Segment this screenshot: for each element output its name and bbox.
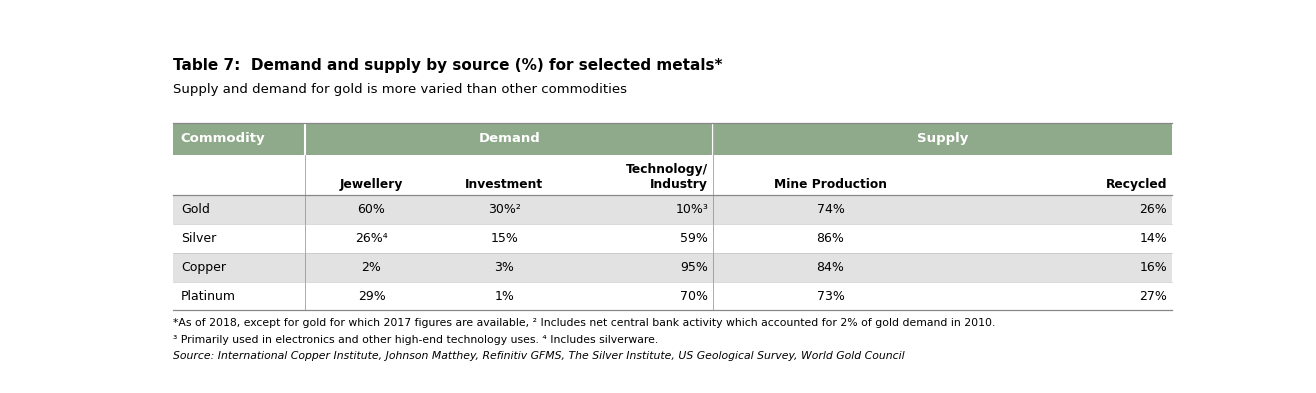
- Text: 74%: 74%: [816, 203, 845, 216]
- Text: Supply: Supply: [917, 132, 969, 145]
- Bar: [172, 195, 1173, 224]
- Text: 15%: 15%: [490, 232, 519, 245]
- Text: 10%³: 10%³: [675, 203, 708, 216]
- Text: 29%: 29%: [358, 290, 386, 303]
- Text: 84%: 84%: [816, 261, 845, 274]
- Text: 86%: 86%: [816, 232, 845, 245]
- Text: Commodity: Commodity: [180, 132, 266, 145]
- Text: Platinum: Platinum: [180, 290, 236, 303]
- Bar: [172, 224, 1173, 253]
- Text: 59%: 59%: [680, 232, 708, 245]
- Text: ³ Primarily used in electronics and other high-end technology uses. ⁴ Includes s: ³ Primarily used in electronics and othe…: [172, 334, 658, 345]
- Text: 16%: 16%: [1140, 261, 1167, 274]
- Text: Technology/
Industry: Technology/ Industry: [626, 163, 708, 191]
- Text: *As of 2018, except for gold for which 2017 figures are available, ² Includes ne: *As of 2018, except for gold for which 2…: [172, 318, 995, 328]
- Text: 1%: 1%: [495, 290, 515, 303]
- Text: Mine Production: Mine Production: [774, 178, 887, 191]
- Bar: [713, 123, 1173, 154]
- Text: Source: International Copper Institute, Johnson Matthey, Refinitiv GFMS, The Sil: Source: International Copper Institute, …: [172, 351, 904, 361]
- Bar: [305, 123, 713, 154]
- Bar: [172, 282, 1173, 310]
- Bar: [172, 154, 1173, 195]
- Text: Gold: Gold: [180, 203, 209, 216]
- Bar: [172, 253, 1173, 282]
- Text: Silver: Silver: [180, 232, 216, 245]
- Bar: [172, 123, 305, 154]
- Text: Table 7:  Demand and supply by source (%) for selected metals*: Table 7: Demand and supply by source (%)…: [172, 58, 722, 73]
- Text: 2%: 2%: [362, 261, 382, 274]
- Text: 26%⁴: 26%⁴: [355, 232, 388, 245]
- Text: Investment: Investment: [465, 178, 544, 191]
- Text: 27%: 27%: [1140, 290, 1167, 303]
- Text: Jewellery: Jewellery: [340, 178, 403, 191]
- Text: Copper: Copper: [180, 261, 226, 274]
- Text: 14%: 14%: [1140, 232, 1167, 245]
- Text: 70%: 70%: [680, 290, 708, 303]
- Text: 3%: 3%: [495, 261, 515, 274]
- Text: 60%: 60%: [358, 203, 386, 216]
- Text: Recycled: Recycled: [1105, 178, 1167, 191]
- Text: Supply and demand for gold is more varied than other commodities: Supply and demand for gold is more varie…: [172, 83, 626, 96]
- Text: 95%: 95%: [680, 261, 708, 274]
- Text: 26%: 26%: [1140, 203, 1167, 216]
- Text: Demand: Demand: [478, 132, 540, 145]
- Text: 30%²: 30%²: [488, 203, 521, 216]
- Text: 73%: 73%: [816, 290, 845, 303]
